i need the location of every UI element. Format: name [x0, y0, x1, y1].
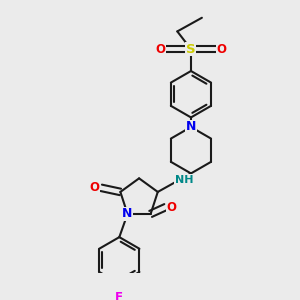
Text: O: O: [155, 43, 165, 56]
Text: O: O: [89, 181, 99, 194]
Text: O: O: [217, 43, 227, 56]
Text: N: N: [122, 207, 133, 220]
Text: F: F: [115, 291, 123, 300]
Text: N: N: [186, 121, 196, 134]
Text: S: S: [186, 43, 196, 56]
Text: NH: NH: [175, 175, 193, 185]
Text: O: O: [166, 201, 176, 214]
